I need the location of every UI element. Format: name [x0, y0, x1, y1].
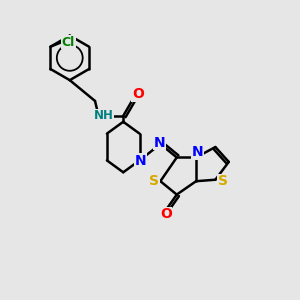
Text: N: N: [154, 136, 166, 150]
Text: S: S: [218, 174, 228, 188]
Text: N: N: [134, 154, 146, 168]
Text: O: O: [132, 87, 144, 101]
Text: O: O: [160, 208, 172, 221]
Text: NH: NH: [94, 109, 114, 122]
Text: Cl: Cl: [62, 36, 75, 49]
Text: S: S: [149, 174, 159, 188]
Text: N: N: [192, 146, 203, 159]
